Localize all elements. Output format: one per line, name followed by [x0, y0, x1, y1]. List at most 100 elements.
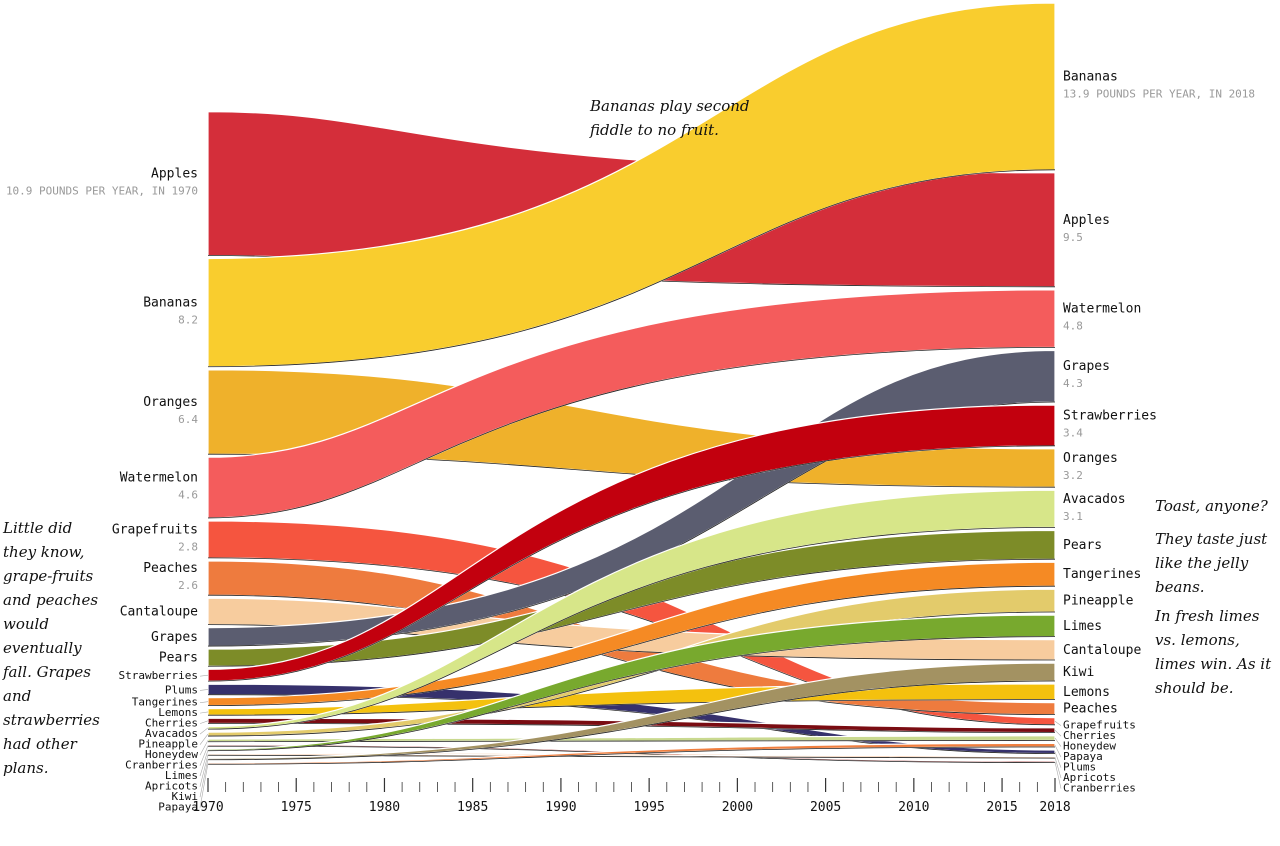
x-tick-label: 2015 [986, 800, 1017, 815]
label-l-cranberries: Cranberries [125, 759, 198, 772]
leader-line [199, 733, 209, 745]
label-l-kiwi: Kiwi [172, 790, 199, 803]
label-r-pears: Pears [1063, 538, 1102, 553]
label-l-pears: Pears [159, 651, 198, 666]
band-edge-strawberries [207, 445, 1056, 682]
band-edge-avacados [207, 527, 1056, 730]
x-tick-label: 1990 [545, 800, 576, 815]
leader-line [1054, 757, 1062, 779]
label-r-watermelon: Watermelon [1063, 302, 1141, 317]
value-label: 2.8 [178, 540, 198, 553]
label-r-peaches: Peaches [1063, 702, 1118, 717]
label-l-oranges: Oranges [143, 395, 198, 410]
annotation-limes: In fresh limes vs. lemons, limes win. As… [1155, 607, 1272, 697]
value-label: 3.4 [1063, 426, 1083, 439]
label-r-pineapple: Pineapple [1063, 594, 1134, 609]
label-l-watermelon: Watermelon [120, 471, 198, 486]
label-r-avacados: Avacados [1063, 492, 1126, 507]
band-edge-bananas [207, 169, 1056, 368]
leader-line [1054, 745, 1062, 758]
value-label: 4.6 [178, 489, 198, 502]
annotation-bananas: Bananas play second fiddle to no fruit. [590, 97, 750, 139]
leader-line [199, 749, 209, 777]
label-r-grapes: Grapes [1063, 359, 1110, 374]
band-edge-peaches [207, 594, 1056, 715]
annotation-left: Little did they know, grape-fruits and p… [3, 519, 100, 777]
x-tick-label: 1975 [281, 800, 312, 815]
value-label: 13.9 POUNDS PER YEAR, IN 2018 [1063, 87, 1255, 100]
label-r-tangerines: Tangerines [1063, 567, 1141, 582]
value-label: 3.1 [1063, 510, 1083, 523]
value-label: 8.2 [178, 314, 198, 327]
label-r-oranges: Oranges [1063, 451, 1118, 466]
band-edge-cranberries [207, 745, 1056, 763]
label-r-kiwi: Kiwi [1063, 665, 1094, 680]
value-label: 10.9 POUNDS PER YEAR, IN 1970 [6, 185, 198, 198]
value-label: 4.3 [1063, 377, 1083, 390]
label-r-plums: Plums [1063, 761, 1096, 774]
leader-line [199, 763, 209, 808]
value-label: 2.6 [178, 579, 198, 592]
label-l-lemons: Lemons [158, 706, 198, 719]
label-l-cherries: Cherries [145, 717, 198, 730]
bands [207, 2, 1056, 765]
label-l-avacados: Avacados [145, 727, 198, 740]
leader-line [199, 727, 209, 735]
label-r-apples: Apples [1063, 213, 1110, 228]
label-l-pineapple: Pineapple [138, 738, 198, 751]
band-edge-watermelon [207, 347, 1056, 519]
leader-line [199, 701, 209, 703]
label-l-papaya: Papaya [158, 801, 198, 814]
leader-line [199, 711, 209, 714]
x-tick-label: 2005 [810, 800, 841, 815]
band-edge-limes [207, 636, 1056, 752]
band-edge-honeydew [207, 740, 1056, 743]
series-labels: Apples 10.9 POUNDS PER YEAR, IN 1970 Banan… [6, 69, 1255, 813]
x-axis: 1970 1975 1980 1985 1990 1995 2000 2005 2010 2015… [192, 778, 1071, 815]
leader-line [199, 740, 209, 756]
label-l-tangerines: Tangerines [132, 696, 198, 709]
x-tick-label: 1970 [192, 800, 223, 815]
label-r-honeydew: Honeydew [1063, 740, 1116, 753]
label-l-honeydew: Honeydew [145, 748, 198, 761]
label-r-limes: Limes [1063, 619, 1102, 634]
value-label: 4.8 [1063, 320, 1083, 333]
leader-line [1054, 737, 1062, 747]
x-tick-label: 2000 [722, 800, 753, 815]
leader-line [1054, 761, 1062, 789]
label-r-cantaloupe: Cantaloupe [1063, 643, 1141, 658]
label-l-bananas: Bananas [143, 296, 198, 311]
leader-line [1054, 729, 1062, 737]
leader-line [199, 720, 209, 724]
label-r-papaya: Papaya [1063, 750, 1103, 763]
label-l-peaches: Peaches [143, 561, 198, 576]
annotation-avacados: Toast, anyone? [1155, 497, 1268, 515]
band-edge-kiwi [207, 680, 1056, 761]
label-l-grapes: Grapes [151, 630, 198, 645]
value-label: 9.5 [1063, 231, 1083, 244]
label-l-cantaloupe: Cantaloupe [120, 604, 198, 619]
label-r-cherries: Cherries [1063, 729, 1116, 742]
label-r-grapefruits: Grapefruits [1063, 719, 1136, 732]
label-l-grapefruits: Grapefruits [112, 522, 198, 537]
label-r-bananas: Bananas [1063, 69, 1118, 84]
band-edge-papaya [207, 746, 1056, 765]
x-tick-label: 2010 [898, 800, 929, 815]
band-edge-pears [207, 558, 1056, 667]
value-label: 3.2 [1063, 469, 1083, 482]
value-label: 6.4 [178, 413, 198, 426]
leader-line [1054, 751, 1062, 768]
leader-line [1054, 720, 1062, 726]
label-l-apples: Apples [151, 167, 198, 182]
x-tick-label: 1980 [369, 800, 400, 815]
x-tick-label: 2018 [1039, 800, 1070, 815]
label-r-strawberries: Strawberries [1063, 408, 1157, 423]
label-l-apricots: Apricots [145, 780, 198, 793]
label-r-apricots: Apricots [1063, 771, 1116, 784]
label-l-plums: Plums [165, 683, 198, 696]
label-l-limes: Limes [165, 769, 198, 782]
leader-line [199, 745, 209, 766]
label-l-strawberries: Strawberries [119, 669, 198, 682]
x-tick-label: 1985 [457, 800, 488, 815]
label-r-cranberries: Cranberries [1063, 782, 1136, 795]
